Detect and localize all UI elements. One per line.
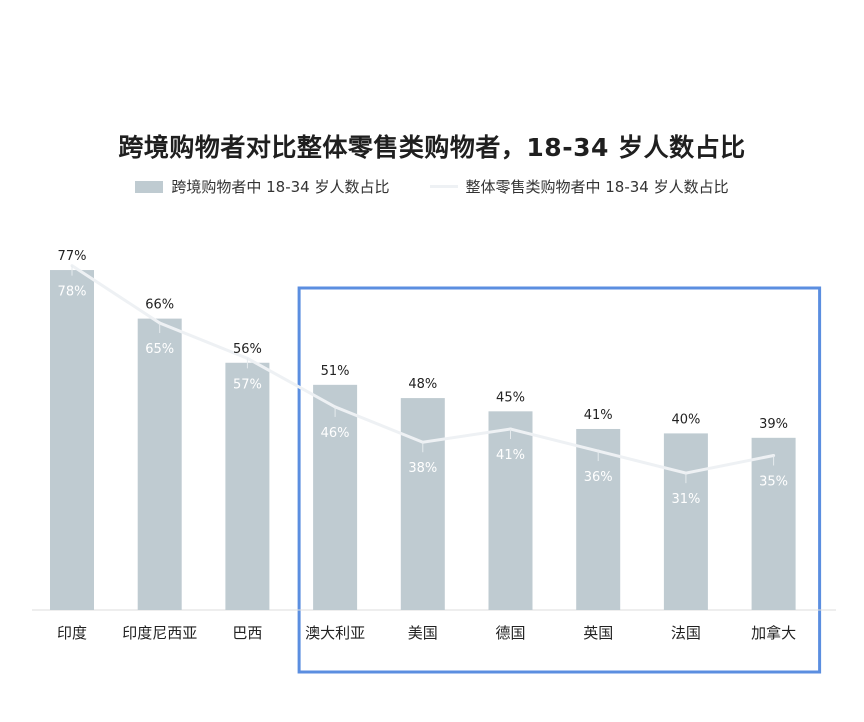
line-value-label: 41% (496, 448, 525, 463)
x-tick-label: 巴西 (232, 624, 262, 642)
x-tick-label: 美国 (408, 624, 438, 642)
legend-swatch-line (429, 185, 458, 188)
bar (137, 318, 182, 610)
bar-value-label: 77% (58, 249, 87, 264)
highlight-box (297, 286, 822, 674)
legend-swatch-bar (135, 180, 164, 193)
line-value-label: 65% (145, 342, 174, 357)
line-value-label: 46% (321, 426, 350, 441)
bar (313, 384, 358, 610)
x-tick-label: 澳大利亚 (305, 624, 365, 642)
line-value-label: 36% (584, 470, 613, 485)
bar-value-label: 39% (759, 417, 788, 432)
bar (663, 433, 708, 610)
line-value-label: 38% (408, 461, 437, 476)
line-value-label: 31% (671, 492, 700, 507)
line-value-label: 35% (759, 474, 788, 489)
x-tick-label: 英国 (583, 624, 613, 642)
line-value-label: 57% (233, 377, 262, 392)
bar-value-label: 40% (671, 412, 700, 427)
legend-label-bar: 跨境购物者中 18-34 岁人数占比 (171, 178, 390, 196)
legend-item-bar: 跨境购物者中 18-34 岁人数占比 (135, 176, 390, 197)
x-tick-label: 加拿大 (751, 624, 796, 642)
chart-title: 跨境购物者对比整体零售类购物者，18-34 岁人数占比 (118, 133, 746, 162)
legend-item-line: 整体零售类购物者中 18-34 岁人数占比 (429, 176, 729, 197)
x-tick-label: 印度 (57, 624, 87, 642)
bar-value-label: 48% (408, 377, 437, 392)
bar-value-label: 45% (496, 390, 525, 405)
bar (400, 398, 445, 610)
bar-value-label: 66% (145, 298, 174, 313)
legend-label-line: 整体零售类购物者中 18-34 岁人数占比 (465, 178, 729, 196)
x-tick-label: 印度尼西亚 (122, 624, 197, 642)
x-tick-label: 法国 (671, 624, 701, 642)
bar (751, 437, 796, 610)
bar-value-label: 41% (584, 408, 613, 423)
bar (488, 411, 533, 610)
x-tick-label: 德国 (495, 624, 525, 642)
legend: 跨境购物者中 18-34 岁人数占比 整体零售类购物者中 18-34 岁人数占比 (0, 176, 864, 197)
bar-value-label: 51% (321, 364, 350, 379)
bar (225, 362, 270, 610)
line-value-label: 78% (58, 285, 87, 300)
bar (50, 270, 94, 610)
bar-value-label: 56% (233, 342, 262, 357)
